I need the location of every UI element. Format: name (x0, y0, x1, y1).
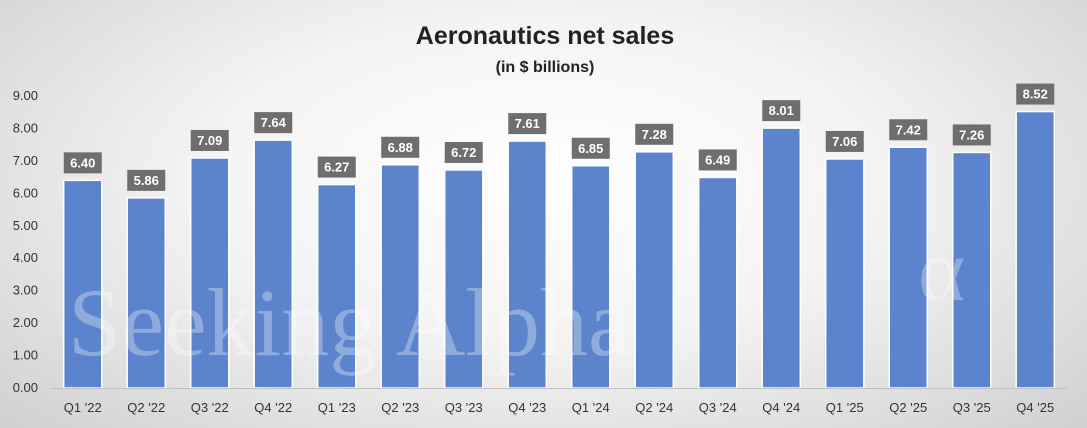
data-label: 5.86 (134, 173, 159, 188)
y-tick-label: 5.00 (13, 218, 38, 233)
data-label-box (508, 113, 547, 135)
x-tick-label: Q2 '24 (635, 400, 673, 415)
data-labels-group: 6.40 5.86 7.09 7.64 6.27 6.88 6.72 7.61 6.85 7.28… (63, 83, 1055, 191)
y-axis: 0.00 1.00 2.00 3.00 4.00 5.00 6.00 7.00 8.00 9.00 (13, 88, 38, 395)
data-label-box (444, 141, 483, 163)
y-tick-label: 4.00 (13, 250, 38, 265)
x-tick-label: Q1 '24 (572, 400, 610, 415)
bar (253, 139, 294, 389)
data-label-box (635, 123, 674, 145)
data-label: 7.61 (515, 116, 540, 131)
data-label-box (825, 130, 864, 152)
data-label-box (63, 152, 102, 174)
data-label: 7.28 (642, 127, 667, 142)
data-label-box (317, 156, 356, 178)
data-label-box (254, 112, 293, 134)
data-label-box (190, 129, 229, 151)
data-label: 8.01 (769, 103, 794, 118)
bar (761, 127, 802, 389)
bar (507, 140, 548, 389)
y-tick-label: 7.00 (13, 153, 38, 168)
watermark-alpha-icon: α (918, 221, 965, 320)
data-label: 6.72 (451, 145, 476, 160)
y-tick-label: 8.00 (13, 120, 38, 135)
chart-title: Aeronautics net sales (416, 22, 674, 50)
data-label: 7.64 (261, 115, 287, 130)
x-tick-label: Q3 '23 (445, 400, 483, 415)
bars-group (62, 110, 1056, 389)
y-tick-label: 1.00 (13, 348, 38, 363)
data-label: 7.06 (832, 134, 857, 149)
data-label-box (762, 100, 801, 122)
bar (1015, 110, 1056, 389)
x-tick-label: Q4 '24 (762, 400, 800, 415)
x-tick-label: Q4 '23 (508, 400, 546, 415)
bar (62, 179, 103, 389)
data-label: 7.42 (896, 122, 921, 137)
x-tick-label: Q1 '25 (826, 400, 864, 415)
data-label-box (952, 124, 991, 146)
data-label-box (571, 137, 610, 159)
chart-subtitle: (in $ billions) (496, 59, 595, 76)
data-label: 6.27 (324, 160, 349, 175)
x-tick-label: Q2 '22 (127, 400, 165, 415)
data-label-box (381, 136, 420, 158)
bar (697, 176, 738, 389)
watermark: Seeking Alpha α (68, 221, 965, 376)
bar (126, 197, 167, 389)
y-tick-label: 3.00 (13, 283, 38, 298)
x-axis: Q1 '22 Q2 '22 Q3 '22 Q4 '22 Q1 '23 Q2 '23 Q3 '… (64, 400, 1054, 415)
bar (888, 146, 929, 389)
data-label-box (698, 149, 737, 171)
data-label: 8.52 (1023, 87, 1048, 102)
x-tick-label: Q1 '23 (318, 400, 356, 415)
y-tick-label: 0.00 (13, 380, 38, 395)
y-tick-label: 9.00 (13, 88, 38, 103)
x-tick-label: Q1 '22 (64, 400, 102, 415)
data-label-box (127, 169, 166, 191)
y-tick-label: 6.00 (13, 185, 38, 200)
bar (824, 158, 865, 389)
x-tick-label: Q2 '25 (889, 400, 927, 415)
x-tick-label: Q2 '23 (381, 400, 419, 415)
data-label: 6.88 (388, 140, 413, 155)
data-label: 6.49 (705, 152, 730, 167)
x-tick-label: Q3 '25 (953, 400, 991, 415)
x-tick-label: Q4 '25 (1016, 400, 1054, 415)
data-label: 7.09 (197, 133, 222, 148)
data-label: 6.85 (578, 141, 603, 156)
data-label: 7.26 (959, 127, 984, 142)
y-tick-label: 2.00 (13, 315, 38, 330)
watermark-text: Seeking Alpha (68, 269, 631, 376)
data-label-box (889, 119, 928, 141)
bar (634, 151, 675, 389)
bar (380, 164, 421, 389)
x-tick-label: Q3 '24 (699, 400, 737, 415)
x-tick-label: Q3 '22 (191, 400, 229, 415)
data-label: 6.40 (70, 155, 95, 170)
data-label-box (1016, 83, 1055, 105)
x-tick-label: Q4 '22 (254, 400, 292, 415)
